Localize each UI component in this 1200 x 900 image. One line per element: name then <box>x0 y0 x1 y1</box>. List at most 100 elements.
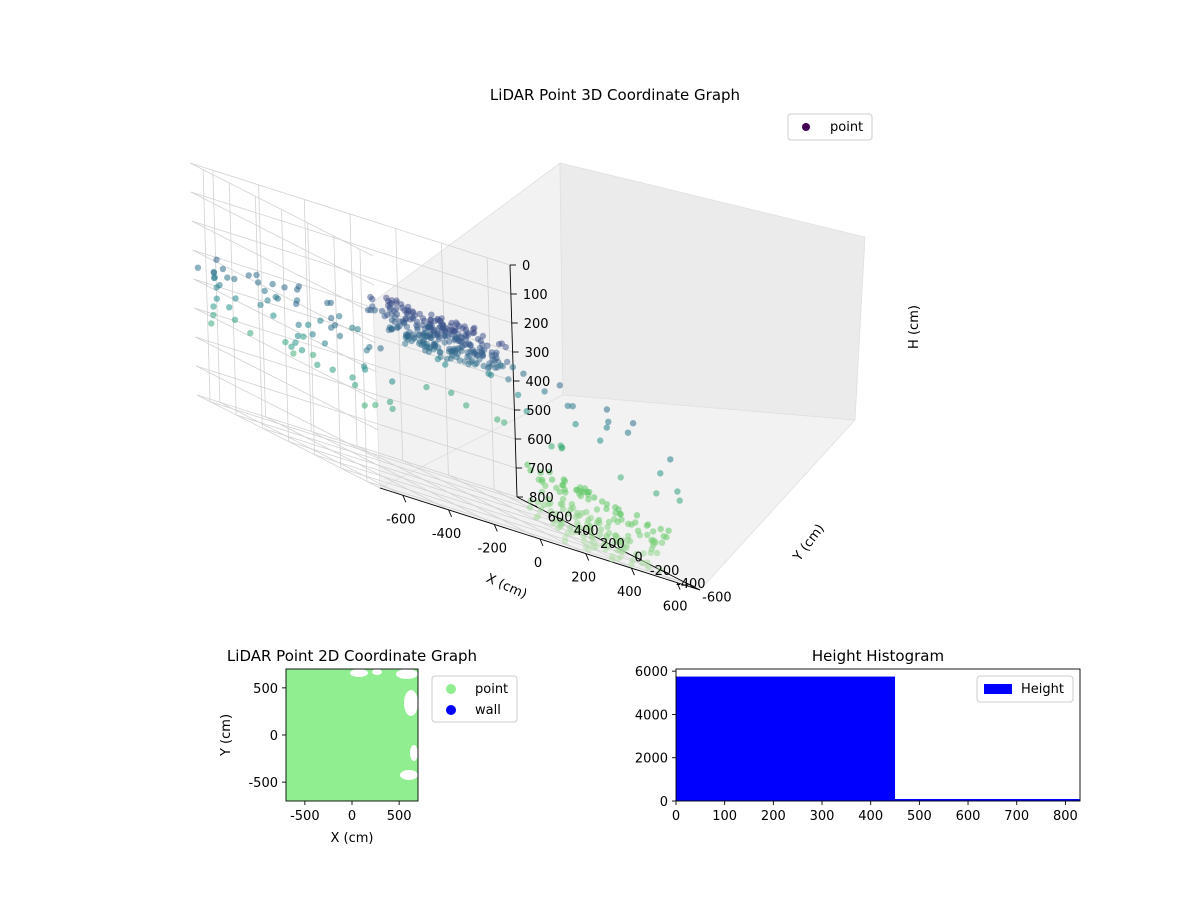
point-3d <box>366 343 373 351</box>
point-3d <box>471 324 478 332</box>
empty-region-2d <box>410 745 418 761</box>
point-3d <box>550 520 557 527</box>
x-tick-label-histogram: 0 <box>672 809 680 824</box>
ticks-3d: -600-400-2000200400600-600-400-200020040… <box>386 259 732 615</box>
point-3d <box>560 476 567 483</box>
point-3d <box>663 534 670 541</box>
point-3d <box>569 403 576 410</box>
grid-line <box>193 278 377 373</box>
x-tick-mark-3d <box>493 524 498 532</box>
point-3d <box>288 343 295 350</box>
point-3d <box>644 531 651 538</box>
point-3d <box>427 316 434 324</box>
point-3d <box>576 512 583 519</box>
point-3d <box>349 374 356 381</box>
point-3d <box>383 294 390 301</box>
x-tick-mark-3d <box>402 495 407 503</box>
point-3d <box>298 347 306 354</box>
y-tick-mark-3d <box>686 582 695 587</box>
point-3d <box>593 506 601 513</box>
x-tick-label-histogram: 100 <box>712 809 737 824</box>
y-tick-label-histogram: 0 <box>660 795 668 810</box>
legend-2d-wall-marker <box>446 705 456 715</box>
x-tick-label-3d: 200 <box>571 571 596 586</box>
point-3d <box>653 490 660 497</box>
point-3d <box>590 539 598 546</box>
point-3d <box>636 532 643 539</box>
point-3d <box>428 311 435 318</box>
point-3d <box>210 303 217 310</box>
point-3d <box>605 530 613 537</box>
y-tick-mark-3d <box>529 503 538 508</box>
point-3d <box>624 429 632 436</box>
point-3d <box>194 264 202 271</box>
point-3d <box>282 338 289 346</box>
point-3d <box>261 287 268 295</box>
point-3d <box>615 506 622 513</box>
point-3d <box>328 324 335 331</box>
point-3d <box>614 555 622 562</box>
point-3d <box>309 331 316 338</box>
point-3d <box>537 469 544 476</box>
grid-line <box>262 427 583 531</box>
point-3d <box>470 348 478 356</box>
z-tick-label-3d: 0 <box>522 259 530 274</box>
point-3d <box>224 274 231 281</box>
point-3d <box>581 485 589 492</box>
point-3d <box>534 499 542 506</box>
histogram-bar <box>895 799 1080 801</box>
point-3d <box>633 512 641 519</box>
point-3d <box>548 443 555 450</box>
point-3d <box>603 406 611 413</box>
point-3d <box>567 506 574 513</box>
point-3d <box>585 496 592 503</box>
z-tick-label-3d: 100 <box>523 288 548 303</box>
point-3d <box>576 490 583 497</box>
point-3d <box>582 543 589 551</box>
point-3d <box>421 333 429 340</box>
point-3d <box>386 306 394 313</box>
point-3d <box>559 482 567 489</box>
y-axis-label-3d: Y (cm) <box>790 522 828 565</box>
x-tick-mark-3d <box>585 553 590 561</box>
point-3d <box>501 419 508 426</box>
z-tick-label-3d: 800 <box>529 491 554 506</box>
point-3d <box>272 293 279 301</box>
point-3d <box>657 470 664 477</box>
point-3d <box>644 521 652 528</box>
point-3d <box>556 382 563 389</box>
point-3d <box>211 274 218 281</box>
point-3d <box>545 501 552 508</box>
point-3d <box>524 461 531 468</box>
point-3d <box>377 345 384 352</box>
point-3d <box>317 317 324 324</box>
point-3d <box>459 325 466 332</box>
point-3d <box>649 536 656 544</box>
point-3d <box>557 521 564 528</box>
point-3d <box>562 534 569 541</box>
x-tick-label-2d: 0 <box>348 809 356 824</box>
z-tick-label-3d: 700 <box>528 462 553 477</box>
grid-line <box>340 467 661 571</box>
point-3d <box>210 268 217 276</box>
y-tick-label-3d: 400 <box>574 524 599 539</box>
grid-line <box>194 307 378 402</box>
point-3d <box>587 540 594 547</box>
point-3d <box>497 362 504 369</box>
grid-line <box>189 162 511 266</box>
x-tick-label-histogram: 500 <box>907 809 932 824</box>
y-tick-mark-3d <box>660 569 668 574</box>
chart-2d-title: LiDAR Point 2D Coordinate Graph <box>227 647 477 665</box>
empty-region-2d <box>404 690 418 716</box>
point-3d <box>602 539 609 546</box>
grid-line <box>236 414 557 518</box>
y-tick-label-3d: -400 <box>676 577 706 592</box>
point-3d <box>371 307 378 314</box>
point-3d <box>574 525 582 532</box>
point-3d <box>625 532 632 540</box>
point-3d <box>593 542 600 550</box>
ticks-histogram: 0 100 200 300 400 500 600 700 800 0 2000 4000 6000 <box>635 665 1078 824</box>
y-axis-label-2d: Y (cm) <box>219 714 234 757</box>
chart-2d: LiDAR Point 2D Coordinate Graph -500 0 500… <box>219 647 518 846</box>
